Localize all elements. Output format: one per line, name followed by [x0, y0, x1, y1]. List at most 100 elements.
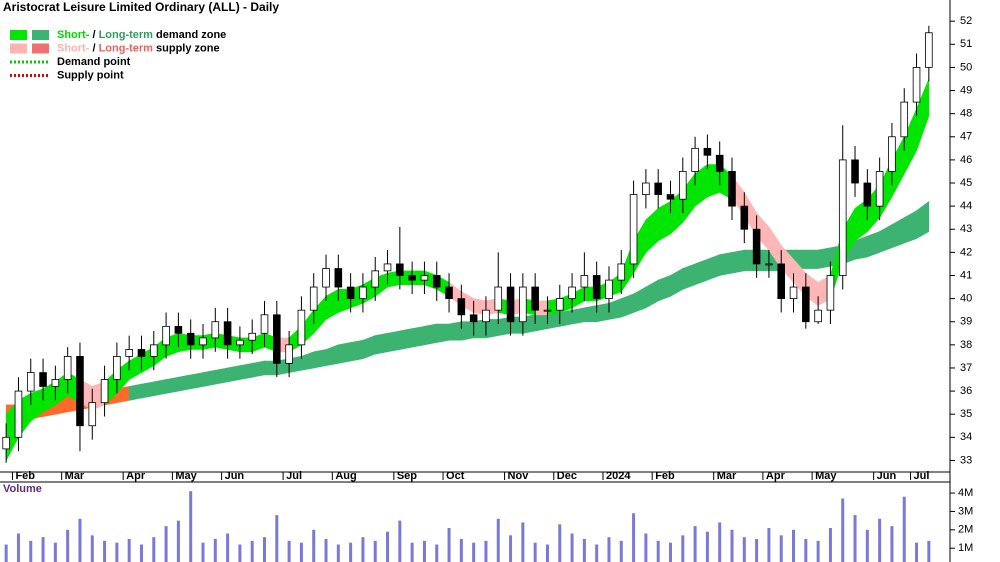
volume-bar: [275, 515, 279, 562]
long-zone: [645, 279, 659, 309]
long-zone: [633, 286, 647, 313]
long-zone: [399, 328, 413, 350]
legend-text: Short-: [57, 29, 90, 41]
volume-tick-label: 2M: [958, 524, 973, 536]
long-zone: [239, 362, 253, 380]
volume-bar: [238, 544, 242, 562]
legend-text: Supply point: [57, 69, 124, 81]
long-zone: [682, 263, 696, 290]
candle-body: [777, 263, 786, 300]
candle-body: [76, 356, 84, 427]
volume-bar: [755, 539, 759, 562]
long-zone: [374, 332, 388, 355]
candle-body: [211, 321, 220, 339]
candle-body: [789, 286, 798, 300]
candle-body: [285, 344, 293, 364]
x-tick-label: Jun: [877, 470, 897, 482]
legend-text: /: [89, 42, 98, 54]
volume-bar: [447, 527, 451, 562]
short-zone: [657, 200, 671, 242]
candle-body: [26, 372, 35, 392]
candle-body: [592, 275, 601, 300]
candle-body: [297, 309, 306, 346]
x-tick-label: Sep: [397, 470, 417, 482]
long-zone: [448, 321, 462, 341]
volume-bar: [4, 544, 8, 562]
volume-bar: [176, 520, 180, 562]
candle-body: [543, 309, 552, 312]
legend-label: Demand point: [57, 56, 131, 68]
x-tick-label: May: [175, 470, 197, 482]
candle-body: [531, 286, 539, 311]
candle-body: [371, 270, 380, 288]
candle-body: [740, 205, 749, 230]
volume-bar: [742, 537, 746, 562]
y-tick-label: 39: [960, 316, 972, 328]
long-zone: [657, 275, 671, 302]
candle-body: [925, 32, 933, 68]
y-tick-label: 45: [960, 177, 972, 189]
y-tick-label: 38: [960, 339, 972, 351]
long-zone: [214, 367, 228, 385]
candle-body: [420, 275, 429, 281]
candle-body: [125, 349, 133, 357]
candle-body: [617, 263, 626, 281]
y-tick-label: 49: [960, 84, 972, 96]
candle-body: [814, 309, 822, 323]
volume-bar: [595, 544, 599, 562]
long-zone: [571, 307, 585, 325]
volume-bar: [324, 539, 328, 562]
long-zone: [313, 349, 327, 369]
volume-tick-label: 4M: [958, 487, 973, 499]
x-tick-label: Apr: [126, 470, 146, 482]
candle-body: [494, 286, 503, 311]
volume-bar: [570, 533, 574, 562]
candle-body: [174, 325, 183, 334]
candle-body: [113, 356, 121, 380]
x-tick-label: Apr: [766, 470, 786, 482]
volume-bar: [730, 529, 734, 562]
candle-body: [396, 263, 404, 276]
volume-tick-label: 1M: [958, 542, 973, 554]
volume-tick-label: 3M: [958, 505, 973, 517]
y-tick-label: 50: [960, 61, 972, 73]
volume-bar: [718, 522, 722, 562]
candle-body: [642, 182, 650, 195]
legend-label: Short- / Long-term demand zone: [57, 29, 226, 41]
long-zone: [227, 365, 241, 383]
volume-bar: [53, 542, 57, 562]
volume-bar: [619, 540, 623, 562]
candle-body: [2, 436, 10, 450]
volume-bar: [472, 542, 476, 562]
long-zone: [190, 372, 204, 390]
candle-body: [186, 332, 195, 346]
candle-body: [568, 286, 576, 300]
candle-body: [912, 67, 921, 103]
short-zone: [645, 207, 659, 254]
candle-body: [359, 286, 367, 300]
candle-body: [346, 286, 355, 300]
volume-bar: [435, 544, 439, 562]
long-zone: [424, 323, 438, 346]
volume-bar: [336, 544, 340, 562]
y-tick-label: 40: [960, 293, 972, 305]
volume-bar: [890, 526, 894, 562]
volume-bar: [213, 539, 217, 562]
legend-label: Supply point: [57, 69, 124, 81]
volume-bar: [853, 515, 857, 562]
x-tick-label: Jul: [914, 470, 930, 482]
volume-bar: [545, 544, 549, 562]
long-zone: [534, 314, 548, 332]
y-tick-label: 51: [960, 38, 972, 50]
y-tick-label: 41: [960, 269, 972, 281]
candle-body: [236, 339, 244, 346]
volume-bar: [16, 533, 20, 562]
y-tick-label: 48: [960, 108, 972, 120]
chart-title: Aristocrat Leisure Limited Ordinary (ALL…: [3, 0, 279, 14]
long-zone: [891, 217, 905, 249]
y-tick-label: 35: [960, 408, 972, 420]
volume-bar: [878, 518, 882, 562]
candle-body: [309, 286, 318, 311]
volume-bar: [152, 537, 156, 562]
volume-bar: [66, 529, 70, 562]
